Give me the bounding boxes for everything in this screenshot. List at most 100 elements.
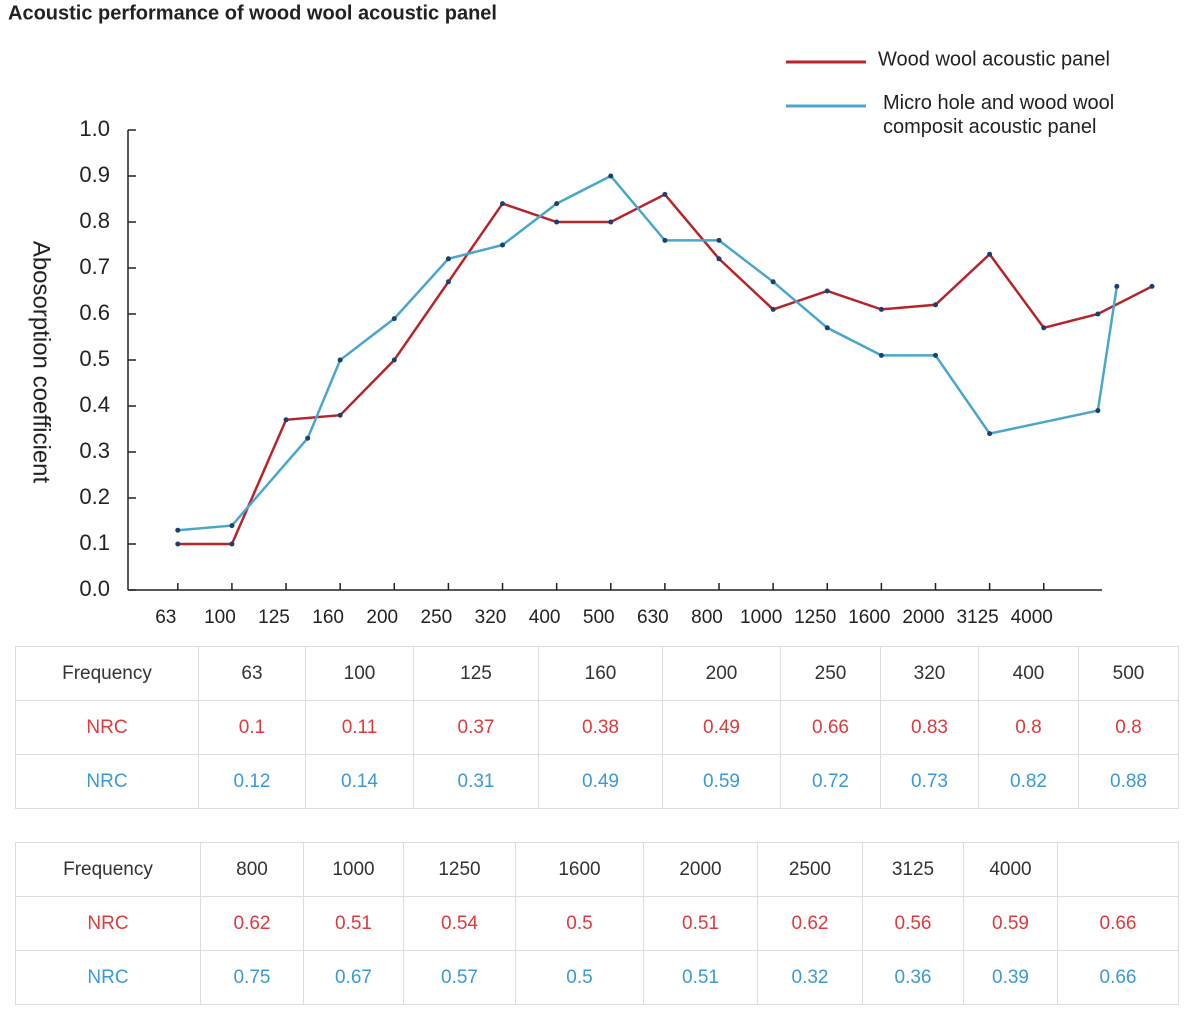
table-cell: 320 [880,646,979,701]
y-tick-label: 0.4 [79,392,110,417]
table-cell: 2000 [643,842,758,897]
y-tick-label: 1.0 [79,116,110,141]
table-cell: Frequency [15,646,199,701]
table-cell: 800 [200,842,304,897]
point [716,256,722,262]
table-cell: 0.38 [538,700,663,755]
table-cell: 0.32 [757,950,863,1005]
series-line [177,192,1153,546]
table-cell: 0.56 [862,896,964,951]
point [608,173,614,179]
table-cell: 0.5 [515,950,644,1005]
table-cell: 0.62 [757,896,863,951]
table-cell: 0.66 [780,700,881,755]
table-cell: 0.37 [413,700,539,755]
table-cell: 0.49 [662,700,781,755]
table: Frequency 800 1000 1250 1600 2000 2500 3125 4000… [15,842,1179,1005]
table-cell: 0.51 [303,896,404,951]
table-row: Frequency 800 1000 1250 1600 2000 2500 3125 4000 [15,842,1179,897]
table-cell: 0.51 [643,950,758,1005]
y-tick-label: 0.2 [79,484,110,509]
x-tick-label: 1600 [848,607,890,628]
y-tick-label: 0.8 [79,208,110,233]
table-cell: NRC [15,950,201,1005]
point [500,201,506,207]
table-cell: 0.11 [305,700,414,755]
x-tick-label: 200 [366,607,398,628]
point [824,288,830,294]
table-cell: 0.1 [198,700,306,755]
point [337,357,343,363]
table-cell: 0.51 [643,896,758,951]
table-cell: 0.8 [1078,700,1179,755]
table-cell: 4000 [963,842,1058,897]
point [337,412,343,418]
y-axis-label: Abosorption coefficient [28,241,55,484]
table-row: NRC 0.12 0.14 0.31 0.49 0.59 0.72 0.73 0.82 0.88 [15,754,1179,809]
point [824,325,830,331]
point [391,316,397,322]
x-tick-label: 3125 [956,607,998,628]
point [770,306,776,312]
point [175,541,181,547]
legend-label: Micro hole and wood wool composit acousti… [883,92,1114,138]
table-cell: 0.39 [963,950,1058,1005]
point [878,306,884,312]
table-cell [1057,842,1179,897]
table-cell: 0.83 [880,700,979,755]
table-cell: 100 [305,646,414,701]
x-tick-label: 320 [475,607,507,628]
table-cell: 0.31 [413,754,539,809]
table-row: Frequency 63 100 125 160 200 250 320 400 500 [15,646,1179,701]
table-cell: 0.36 [862,950,964,1005]
table-cell: NRC [15,700,199,755]
table-cell: 1000 [303,842,404,897]
chart: Acoustic performance of wood wool acoust… [8,2,1155,628]
x-tick-label: 100 [204,607,236,628]
point [1149,283,1155,289]
point [987,251,993,257]
point [716,237,722,243]
table-cell: 0.49 [538,754,663,809]
table-cell: 0.66 [1057,896,1179,951]
x-tick-label: 63 [155,607,176,628]
legend-label: Wood wool acoustic panel [878,48,1110,70]
table-cell: 1600 [515,842,644,897]
table-cell: 2500 [757,842,863,897]
point [229,541,235,547]
table-cell: Frequency [15,842,201,897]
table-cell: 0.82 [978,754,1079,809]
y-tick-label: 0.5 [79,346,110,371]
table-cell: NRC [15,896,201,951]
point [305,435,311,441]
point [1095,311,1101,317]
point [1095,408,1101,414]
table-cell: 0.57 [403,950,516,1005]
chart-title: Acoustic performance of wood wool acoust… [8,2,497,24]
table-cell: 0.75 [200,950,304,1005]
point [1041,325,1047,331]
table-cell: 3125 [862,842,964,897]
y-tick-label: 0.9 [79,162,110,187]
table-cell: 200 [662,646,781,701]
point [554,201,560,207]
y-tick-label: 0.0 [79,576,110,601]
table-cell: 125 [413,646,539,701]
point [175,527,181,533]
x-tick-label: 250 [421,607,453,628]
point [608,219,614,225]
point [445,256,451,262]
table-cell: 0.67 [303,950,404,1005]
table-cell: 1250 [403,842,516,897]
table-cell: 400 [978,646,1079,701]
table-cell: 500 [1078,646,1179,701]
point [229,523,235,529]
point [1114,283,1120,289]
y-tick-label: 0.7 [79,254,110,279]
series-line [177,174,1119,532]
table-row: NRC 0.75 0.67 0.57 0.5 0.51 0.32 0.36 0.39 0.66 [15,950,1179,1005]
point [662,191,668,197]
x-tick-label: 4000 [1011,607,1053,628]
table-row: NRC 0.1 0.11 0.37 0.38 0.49 0.66 0.83 0.8 0.8 [15,700,1179,755]
x-tick-label: 800 [691,607,723,628]
